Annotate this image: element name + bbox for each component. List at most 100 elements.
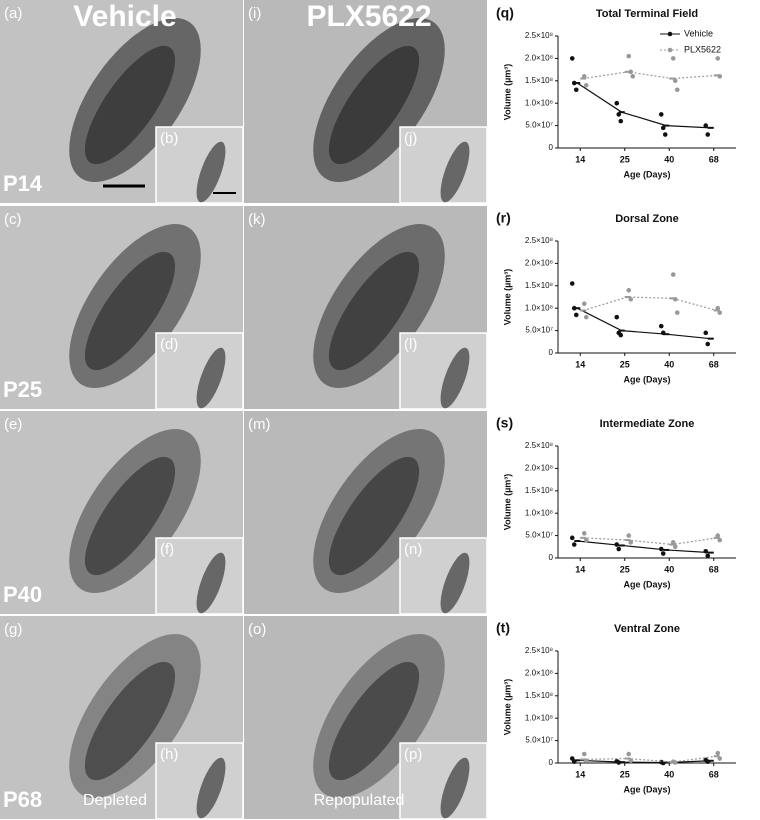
inset-fibers [196,757,226,819]
data-point [672,544,678,550]
panel-letter: (g) [4,621,22,638]
panel-label: (r) [496,210,511,226]
mean-marker [618,544,625,547]
mean-marker [580,77,587,80]
y-tick-label: 2.0×10⁸ [525,669,553,678]
x-tick-label: 14 [575,769,585,779]
y-tick-label: 1.5×10⁸ [525,76,553,85]
panel-label: (t) [496,620,510,636]
y-tick-label: 0 [549,758,554,767]
data-point [705,341,711,347]
data-point [583,537,589,543]
data-point [626,287,632,293]
age-label: P14 [3,171,43,196]
mean-marker [713,755,720,758]
panel-letter: (i) [248,5,261,22]
data-point [614,542,620,547]
data-point [618,118,624,124]
y-tick-label: 2.0×10⁸ [525,259,553,268]
panel-label: (q) [496,5,514,21]
data-point [569,535,575,541]
mean-marker [663,761,670,764]
mean-marker [618,329,625,332]
fiber-field [69,18,201,182]
x-tick-label: 68 [709,359,719,369]
mean-marker [574,759,581,762]
data-point [658,323,664,329]
inset-letter: (l) [404,336,417,353]
column-title: Vehicle [73,0,176,33]
data-point [569,56,575,61]
y-tick-label: 1.0×10⁸ [525,303,553,312]
data-point [614,314,620,320]
mean-marker [624,539,631,542]
legend-dot [667,31,673,37]
fiber-core [328,456,420,576]
fiber-core [84,456,176,576]
series-line [577,540,711,554]
x-tick-label: 40 [664,564,674,574]
condition-label: Repopulated [314,792,405,809]
x-tick-label: 25 [620,154,630,164]
data-point [715,750,721,756]
chart-title: Ventral Zone [614,623,680,635]
data-point [581,531,587,536]
mean-marker [669,761,676,764]
mean-marker [669,77,676,80]
mean-marker [713,74,720,77]
chart-title: Total Terminal Field [596,8,698,20]
data-point [674,87,680,93]
data-point [717,310,723,315]
data-point [660,125,666,131]
inset-fibers [440,141,470,203]
data-point [626,533,632,538]
data-point [573,87,579,93]
data-point [628,540,634,545]
y-tick-label: 2.5×10⁸ [525,31,553,40]
panel-letter: (e) [4,416,22,433]
x-tick-label: 40 [664,359,674,369]
inset-fibers [440,552,470,614]
y-tick-label: 2.5×10⁸ [525,236,553,245]
panel-label: (s) [496,415,513,431]
data-point [581,751,587,757]
panel-letter: (k) [248,211,266,228]
x-tick-label: 14 [575,564,585,574]
y-axis-label: Volume (µm³) [502,269,512,326]
mean-marker [663,548,670,551]
y-tick-label: 5.0×10⁷ [525,531,553,540]
data-point [703,123,709,128]
panel-letter: (a) [4,5,22,22]
data-point [717,537,723,543]
panel-letter: (o) [248,621,266,638]
mean-marker [618,761,625,764]
data-point [614,100,620,106]
x-tick-label: 68 [709,154,719,164]
fiber-core [84,661,176,781]
fiber-core [328,45,420,165]
inset-letter: (p) [404,746,422,763]
y-tick-label: 5.0×10⁷ [525,121,553,130]
data-point [583,82,589,88]
mean-marker [624,296,631,298]
data-point [626,53,632,59]
x-tick-label: 25 [620,564,630,574]
data-point [571,542,577,547]
mean-marker [624,70,631,73]
mean-marker [663,333,670,336]
legend-label: Vehicle [684,28,713,38]
y-tick-label: 1.5×10⁸ [525,691,553,700]
mean-marker [707,551,714,554]
data-point [658,546,664,552]
y-tick-label: 1.5×10⁸ [525,486,553,495]
data-point [660,551,666,556]
mean-marker [669,297,676,300]
data-point [705,132,711,137]
panel-letter: (c) [4,211,22,228]
data-point [672,78,678,84]
y-tick-label: 0 [549,143,554,152]
data-point [715,533,721,538]
series-line [576,82,711,129]
data-point [705,553,711,559]
